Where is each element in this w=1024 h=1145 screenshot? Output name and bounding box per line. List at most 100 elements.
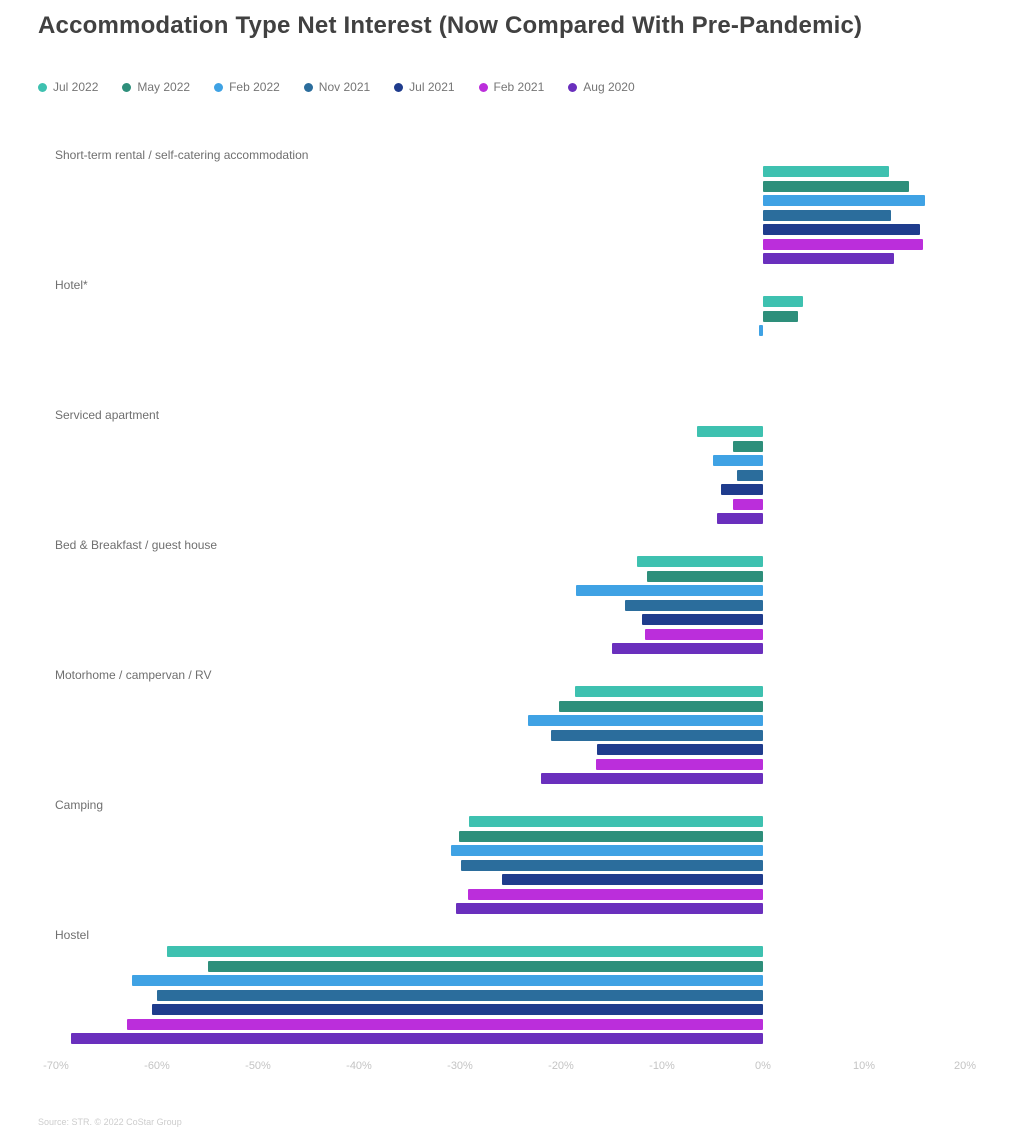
bar[interactable] — [611, 643, 763, 654]
legend-item-aug-2020[interactable]: Aug 2020 — [568, 80, 635, 94]
legend-item-nov-2021[interactable]: Nov 2021 — [303, 80, 371, 94]
bar[interactable] — [527, 715, 763, 726]
legend-label: Aug 2020 — [583, 80, 635, 94]
bar[interactable] — [207, 960, 763, 972]
bar[interactable] — [469, 816, 763, 827]
bar[interactable] — [558, 700, 763, 712]
bar[interactable] — [131, 975, 763, 986]
bar[interactable] — [758, 325, 763, 336]
bar[interactable] — [763, 253, 895, 264]
bar[interactable] — [550, 729, 763, 741]
x-axis: -70% -60% -50% -40% -30% -20% -10% 0% 10% 20% — [0, 1060, 1024, 1076]
bar[interactable] — [732, 440, 763, 452]
bar-row — [0, 729, 1024, 744]
bar-row — [0, 469, 1024, 484]
bar-row — [0, 252, 1024, 267]
bar[interactable] — [157, 989, 763, 1001]
bar[interactable] — [458, 830, 763, 842]
bar[interactable] — [720, 484, 763, 495]
bar[interactable] — [540, 773, 763, 784]
bar[interactable] — [167, 946, 763, 957]
category-label: Hotel* — [55, 278, 88, 292]
legend-item-feb-2022[interactable]: Feb 2022 — [214, 80, 280, 94]
x-axis-tick: 10% — [852, 1060, 876, 1072]
bar-row — [0, 353, 1024, 368]
bar-row — [0, 888, 1024, 903]
bar[interactable] — [575, 686, 763, 697]
bar[interactable] — [763, 310, 799, 322]
legend-swatch-icon — [303, 82, 313, 92]
bar[interactable] — [597, 744, 763, 755]
bar[interactable] — [71, 1033, 763, 1044]
legend-swatch-icon — [478, 82, 488, 92]
bar[interactable] — [455, 903, 763, 914]
bar[interactable] — [644, 628, 763, 640]
bar[interactable] — [763, 224, 920, 235]
bar-row — [0, 685, 1024, 700]
legend-swatch-icon — [394, 82, 404, 92]
bar[interactable] — [502, 874, 763, 885]
bar-row — [0, 960, 1024, 975]
x-axis-tick: -40% — [346, 1060, 372, 1072]
bar-row — [0, 758, 1024, 773]
bar-row — [0, 295, 1024, 310]
bar[interactable] — [450, 845, 763, 856]
bar[interactable] — [763, 238, 923, 250]
bar-row — [0, 700, 1024, 715]
bar-row — [0, 483, 1024, 498]
legend-swatch-icon — [38, 82, 47, 92]
bar-row — [0, 599, 1024, 614]
bar[interactable] — [763, 195, 925, 206]
legend-swatch-icon — [214, 82, 224, 92]
bar-row — [0, 974, 1024, 989]
bar-row — [0, 324, 1024, 339]
bar-row — [0, 570, 1024, 585]
legend-item-feb-2021[interactable]: Feb 2021 — [478, 80, 544, 94]
bar-row — [0, 339, 1024, 354]
bar[interactable] — [736, 469, 763, 481]
bar-row — [0, 772, 1024, 787]
bar-row — [0, 613, 1024, 628]
bar[interactable] — [576, 585, 763, 596]
legend-item-jul-2021[interactable]: Jul 2021 — [394, 80, 455, 94]
x-axis-tick: 0% — [755, 1060, 771, 1072]
bar[interactable] — [697, 426, 763, 437]
category-group: Bed & Breakfast / guest house — [0, 538, 1024, 668]
bar-row — [0, 194, 1024, 209]
bar[interactable] — [712, 455, 763, 466]
legend-label: Jul 2021 — [409, 80, 455, 94]
bar[interactable] — [646, 570, 763, 582]
bar-row — [0, 165, 1024, 180]
legend-item-jul-2022[interactable]: Jul 2022 — [38, 80, 98, 94]
bar[interactable] — [624, 599, 763, 611]
legend-item-may-2022[interactable]: May 2022 — [122, 80, 190, 94]
bar-row — [0, 902, 1024, 917]
bar[interactable] — [468, 888, 763, 900]
bar-row — [0, 815, 1024, 830]
bar-rows — [0, 815, 1024, 917]
bar[interactable] — [716, 513, 763, 524]
bar[interactable] — [763, 209, 892, 221]
category-label: Hostel — [55, 928, 90, 942]
bar[interactable] — [732, 498, 763, 510]
bar[interactable] — [763, 180, 910, 192]
bar[interactable] — [641, 614, 763, 625]
category-label: Camping — [55, 798, 104, 812]
legend-label: Nov 2021 — [318, 80, 371, 94]
bar[interactable] — [126, 1018, 763, 1030]
bar-row — [0, 844, 1024, 859]
bar-row — [0, 830, 1024, 845]
category-label: Serviced apartment — [55, 408, 160, 422]
bar[interactable] — [763, 296, 804, 307]
bar[interactable] — [151, 1004, 763, 1015]
bar-row — [0, 989, 1024, 1004]
bar[interactable] — [763, 166, 890, 177]
bar-rows — [0, 425, 1024, 527]
bar[interactable] — [596, 758, 763, 770]
bar[interactable] — [461, 859, 763, 871]
bar-row — [0, 454, 1024, 469]
bar[interactable] — [636, 556, 763, 567]
bar-row — [0, 1018, 1024, 1033]
legend-swatch-icon — [568, 82, 578, 92]
